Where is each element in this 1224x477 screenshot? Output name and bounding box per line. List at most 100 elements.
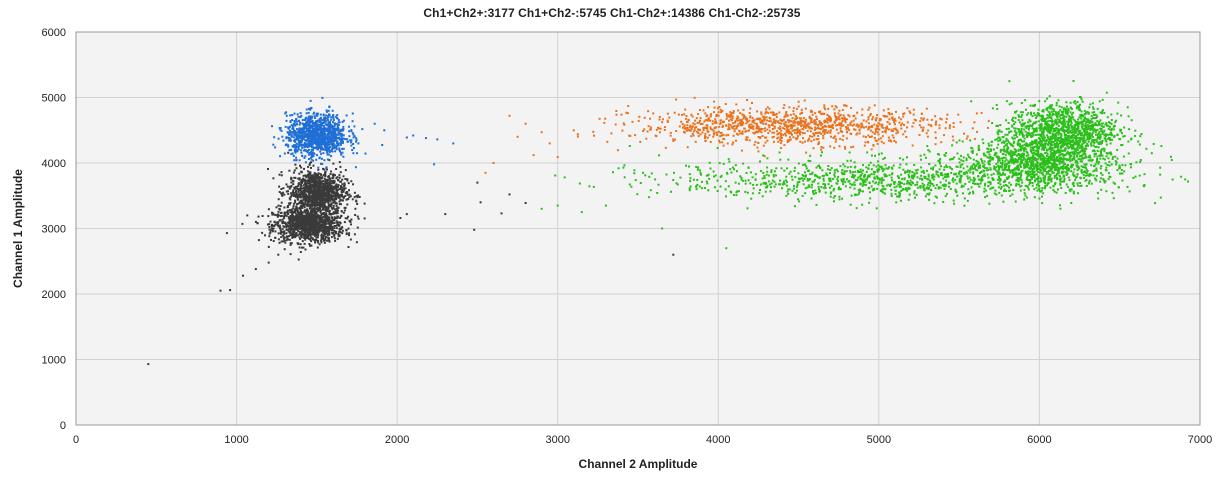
data-point [819,131,821,134]
data-point [789,125,792,127]
data-point [698,109,701,111]
data-point [309,210,312,213]
data-point [990,144,993,147]
data-point [843,145,846,148]
data-point [966,135,969,138]
data-point [1105,155,1108,158]
data-point [399,217,402,219]
data-point [1076,169,1079,172]
data-point [321,222,324,225]
data-point [697,135,700,138]
data-point [301,134,304,137]
data-point [319,150,322,153]
data-point [317,112,320,115]
data-point [301,218,304,221]
data-point [808,122,811,125]
data-point [340,203,342,206]
data-point [341,120,344,123]
data-point [320,185,322,188]
data-point [985,169,988,172]
data-point [693,129,696,132]
data-point [958,161,961,164]
data-point [270,238,272,241]
data-point [337,209,339,212]
data-point [756,110,759,113]
data-point [306,151,309,154]
data-point [322,199,325,202]
data-point [837,132,840,135]
data-point [299,116,302,119]
data-point [735,127,738,130]
data-point [307,173,310,176]
data-point [929,124,932,127]
data-point [951,135,954,138]
data-point [334,232,337,235]
data-point [327,131,330,134]
data-point [294,193,297,196]
data-point [280,236,283,239]
data-point [875,130,877,133]
data-point [282,139,285,142]
data-point [301,211,304,214]
data-point [1032,133,1035,136]
data-point [325,227,328,230]
data-point [337,137,340,140]
data-point [681,113,683,116]
data-point [811,121,814,124]
data-point [282,187,285,190]
data-point [783,115,786,118]
data-point [333,127,336,130]
data-point [363,217,366,220]
data-point [278,127,281,129]
data-point [803,125,805,128]
data-point [342,155,345,158]
data-point [331,229,334,231]
data-point [945,117,948,120]
data-point [833,146,836,149]
data-point [357,194,360,197]
data-point [425,137,427,140]
data-point [772,120,775,123]
data-point [717,111,720,114]
data-point [270,227,273,230]
data-point [300,144,303,147]
data-point [800,119,803,122]
data-point [293,124,296,127]
data-point [289,125,291,128]
data-point [779,138,782,141]
data-point [312,124,315,127]
data-point [323,213,325,216]
data-point [324,213,327,216]
data-point [295,192,298,195]
data-point [322,131,325,134]
data-point [702,109,705,112]
data-point [315,128,317,131]
data-point [1031,127,1034,130]
data-point [315,188,318,191]
data-point [791,124,794,127]
data-point [311,202,314,205]
data-point [304,197,307,200]
data-point [298,119,300,122]
data-point [313,189,316,192]
data-point [1052,156,1054,159]
data-point [317,174,320,177]
data-point [1041,202,1044,205]
data-point [741,130,744,133]
data-point [1066,185,1069,188]
data-point [302,174,305,177]
data-point [303,135,306,138]
data-point [893,127,896,130]
data-point [335,204,338,207]
data-point [479,201,482,204]
data-point [824,108,827,111]
data-point [331,125,334,128]
data-point [858,128,861,131]
data-point [327,147,330,150]
data-point [827,130,830,133]
data-point [1023,149,1026,152]
data-point [725,117,728,120]
data-point [292,154,295,157]
data-point [322,206,324,209]
data-point [316,140,319,143]
